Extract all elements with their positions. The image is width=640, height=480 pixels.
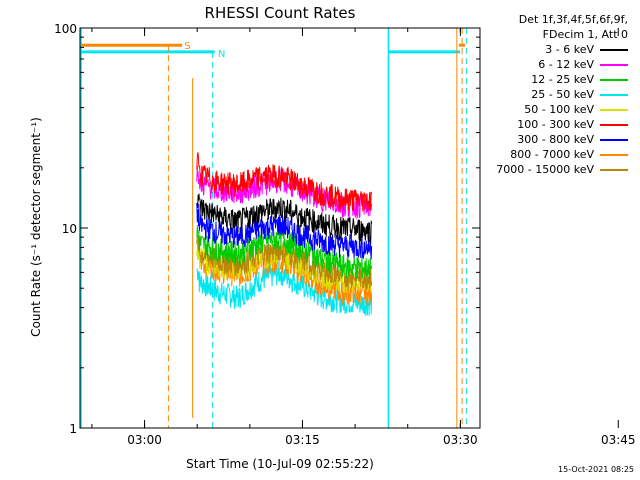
chart-title: RHESSI Count Rates: [205, 4, 356, 22]
legend-label: 50 - 100 keV: [524, 103, 594, 116]
legend-entry: 12 - 25 keV: [470, 72, 630, 87]
annotation-s: S: [184, 41, 190, 52]
legend-swatch: [600, 63, 628, 66]
series-layer: [196, 152, 373, 317]
legend-entry: 300 - 800 keV: [470, 132, 630, 147]
series-line: [196, 225, 373, 279]
generation-timestamp: 15-Oct-2021 08:25: [558, 465, 634, 474]
legend-label: 6 - 12 keV: [538, 58, 594, 71]
x-tick-label: 03:30: [443, 433, 478, 447]
legend-entry: 50 - 100 keV: [470, 102, 630, 117]
legend-entry: 25 - 50 keV: [470, 87, 630, 102]
legend-entry: 6 - 12 keV: [470, 57, 630, 72]
x-axis-label: Start Time (10-Jul-09 02:55:22): [186, 457, 374, 471]
legend-swatch: [600, 78, 628, 81]
legend-entries: 3 - 6 keV 6 - 12 keV 12 - 25 keV 25 - 50 ke…: [470, 42, 630, 177]
series-line: [196, 166, 373, 220]
legend-header-line-1: Det 1f,3f,4f,5f,6f,9f,: [518, 13, 628, 26]
series-line: [196, 152, 373, 212]
x-tick-label: 03:15: [285, 433, 320, 447]
legend-label: 300 - 800 keV: [517, 133, 594, 146]
legend: Det 1f,3f,4f,5f,6f,9f, FDecim 1, Att 0 3…: [470, 12, 630, 177]
legend-swatch: [600, 93, 628, 96]
legend-entry: 7000 - 15000 keV: [470, 162, 630, 177]
legend-swatch: [600, 168, 628, 171]
legend-label: 100 - 300 keV: [517, 118, 594, 131]
series-line: [196, 261, 373, 317]
legend-label: 7000 - 15000 keV: [496, 163, 594, 176]
legend-swatch: [600, 138, 628, 141]
legend-label: 25 - 50 keV: [531, 88, 594, 101]
legend-swatch: [600, 108, 628, 111]
legend-label: 800 - 7000 keV: [510, 148, 594, 161]
legend-entry: 800 - 7000 keV: [470, 147, 630, 162]
legend-label: 3 - 6 keV: [545, 43, 594, 56]
legend-swatch: [600, 123, 628, 126]
axes: 03:0003:1503:3003:4504:0004:1504:3011010…: [54, 22, 636, 447]
y-tick-label: 10: [62, 222, 77, 236]
legend-header-line-2: FDecim 1, Att 0: [542, 28, 628, 41]
legend-label: 12 - 25 keV: [531, 73, 594, 86]
y-tick-label: 100: [54, 22, 77, 36]
legend-entry: 3 - 6 keV: [470, 42, 630, 57]
x-tick-label: 03:45: [601, 433, 636, 447]
y-axis-label: Count Rate (s⁻¹ detector segment⁻¹): [29, 117, 43, 337]
y-tick-label: 1: [69, 422, 77, 436]
legend-swatch: [600, 48, 628, 51]
series-line: [196, 193, 373, 245]
x-tick-label: 03:00: [127, 433, 162, 447]
legend-swatch: [600, 153, 628, 156]
annotation-n: N: [218, 49, 225, 60]
legend-entry: 100 - 300 keV: [470, 117, 630, 132]
